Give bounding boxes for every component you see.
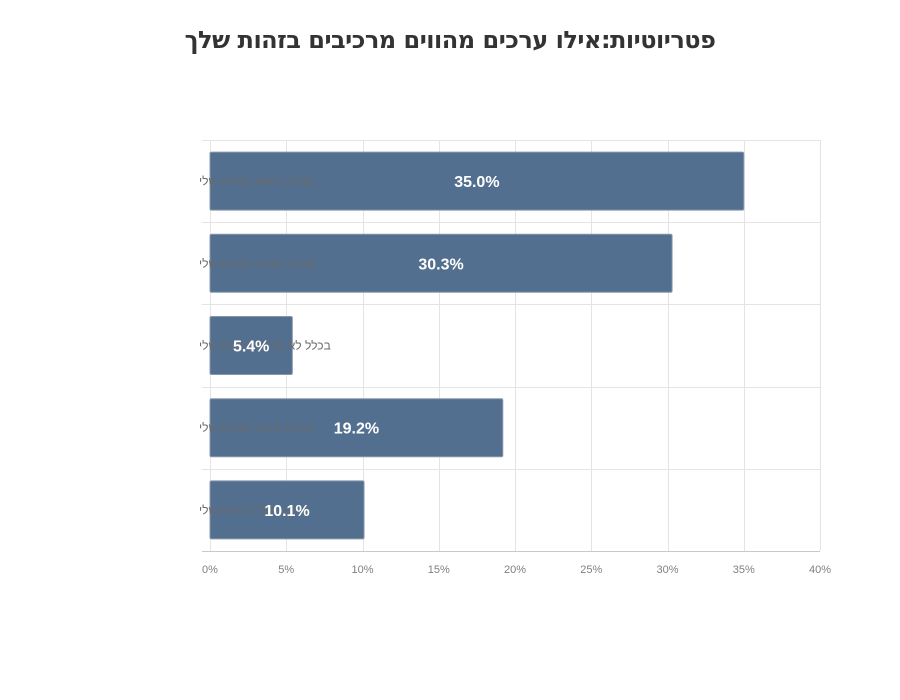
data-label-1: 30.3% xyxy=(418,256,463,273)
x-tick-label-1: 5% xyxy=(278,564,294,576)
category-label-3: מרכיב בינוני בזהות שלי xyxy=(199,421,314,435)
category-label-0: מרכיב חשוב בזהות שלי xyxy=(199,174,315,188)
category-label-4: מרכיב שולי בזהות שלי xyxy=(199,503,309,517)
bar-4 xyxy=(209,480,365,540)
x-tick-label-2: 10% xyxy=(351,564,373,576)
data-label-4: 10.1% xyxy=(264,503,309,520)
bar-3 xyxy=(209,398,504,458)
bars xyxy=(209,151,745,540)
category-labels: מרכיב חשוב בזהות שלי מרכיב מרכזי בזהות של… xyxy=(199,174,331,517)
category-label-2: בכלל לא מרכיב בזהות שלי xyxy=(199,339,331,353)
x-tick-label-8: 40% xyxy=(809,564,831,576)
data-label-0: 35.0% xyxy=(454,174,499,191)
bar-1 xyxy=(209,233,673,293)
x-axis-ticks: 0% 5% 10% 15% 20% 25% 30% 35% 40% xyxy=(202,564,831,576)
x-tick-label-5: 25% xyxy=(580,564,602,576)
x-tick-label-0: 0% xyxy=(202,564,218,576)
x-tick-label-4: 20% xyxy=(504,564,526,576)
x-tick-label-6: 30% xyxy=(656,564,678,576)
category-label-1: מרכיב מרכזי בזהות שלי xyxy=(199,256,315,270)
x-tick-label-7: 35% xyxy=(733,564,755,576)
bar-0 xyxy=(209,151,745,211)
x-tick-label-3: 15% xyxy=(428,564,450,576)
data-labels: 35.0% 30.3% 5.4% 19.2% 10.1% xyxy=(233,174,500,520)
data-label-3: 19.2% xyxy=(334,421,379,438)
bar-2 xyxy=(209,316,293,375)
data-label-2: 5.4% xyxy=(233,339,269,356)
chart-title: פטריוטיות:אילו ערכים מהווים מרכיבים בזהו… xyxy=(184,26,716,54)
